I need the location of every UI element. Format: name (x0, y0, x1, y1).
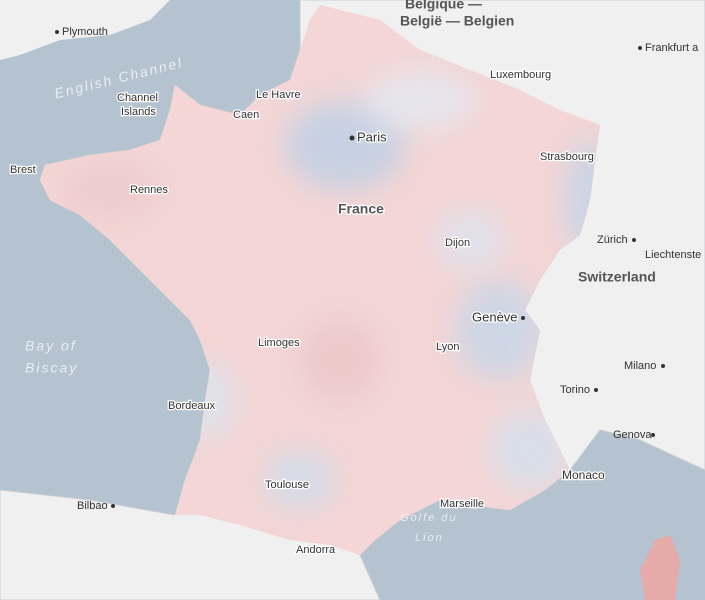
city-label: Milano (624, 360, 656, 372)
country-label: Switzerland (578, 269, 656, 285)
city-label: Dijon (445, 237, 470, 249)
britain (0, 0, 170, 60)
city-label: Rennes (130, 184, 168, 196)
city-label: Monaco (562, 468, 605, 482)
city-dot (594, 388, 598, 392)
city-label: Limoges (258, 337, 300, 349)
city-label: Genève (472, 309, 518, 324)
corsica (640, 535, 680, 600)
city-dot (55, 30, 59, 34)
city-dot (349, 135, 355, 141)
city-dot (632, 238, 636, 242)
city-label: Andorra (296, 544, 336, 556)
sea-label: Bay of (25, 338, 77, 354)
city-label: Luxembourg (490, 69, 551, 81)
city-label: Bilbao (77, 500, 108, 512)
sea-label: Golfe du (400, 512, 458, 524)
city-label: Channel (117, 92, 158, 104)
city-label: Lyon (436, 341, 459, 353)
city-dot (638, 46, 642, 50)
city-label: Toulouse (265, 479, 309, 491)
city-dot (651, 433, 655, 437)
city-label: Plymouth (62, 26, 108, 38)
city-dot (521, 316, 525, 320)
country-label: Belgique — (405, 0, 482, 12)
city-label: Torino (560, 384, 590, 396)
city-label: Frankfurt a (645, 42, 699, 54)
city-label: Paris (357, 129, 387, 144)
city-dot (661, 364, 665, 368)
sea-label: Biscay (25, 360, 78, 376)
city-label: Bordeaux (168, 400, 216, 412)
city-label: Zürich (597, 234, 628, 246)
city-label: Brest (10, 164, 36, 176)
city-label: Caen (233, 109, 259, 121)
sea-label: Lion (415, 532, 444, 544)
city-label: Liechtenste (645, 249, 701, 261)
city-label: Strasbourg (540, 151, 594, 163)
city-label: Marseille (440, 498, 484, 510)
city-dot (111, 504, 115, 508)
city-label: Genova (613, 429, 652, 441)
city-label: Islands (121, 106, 156, 118)
city-label: Le Havre (256, 89, 301, 101)
country-label: België — Belgien (400, 13, 514, 29)
country-label: France (338, 201, 384, 217)
labels: Belgique — België — Belgien Plymouth Fra… (9, 0, 702, 557)
